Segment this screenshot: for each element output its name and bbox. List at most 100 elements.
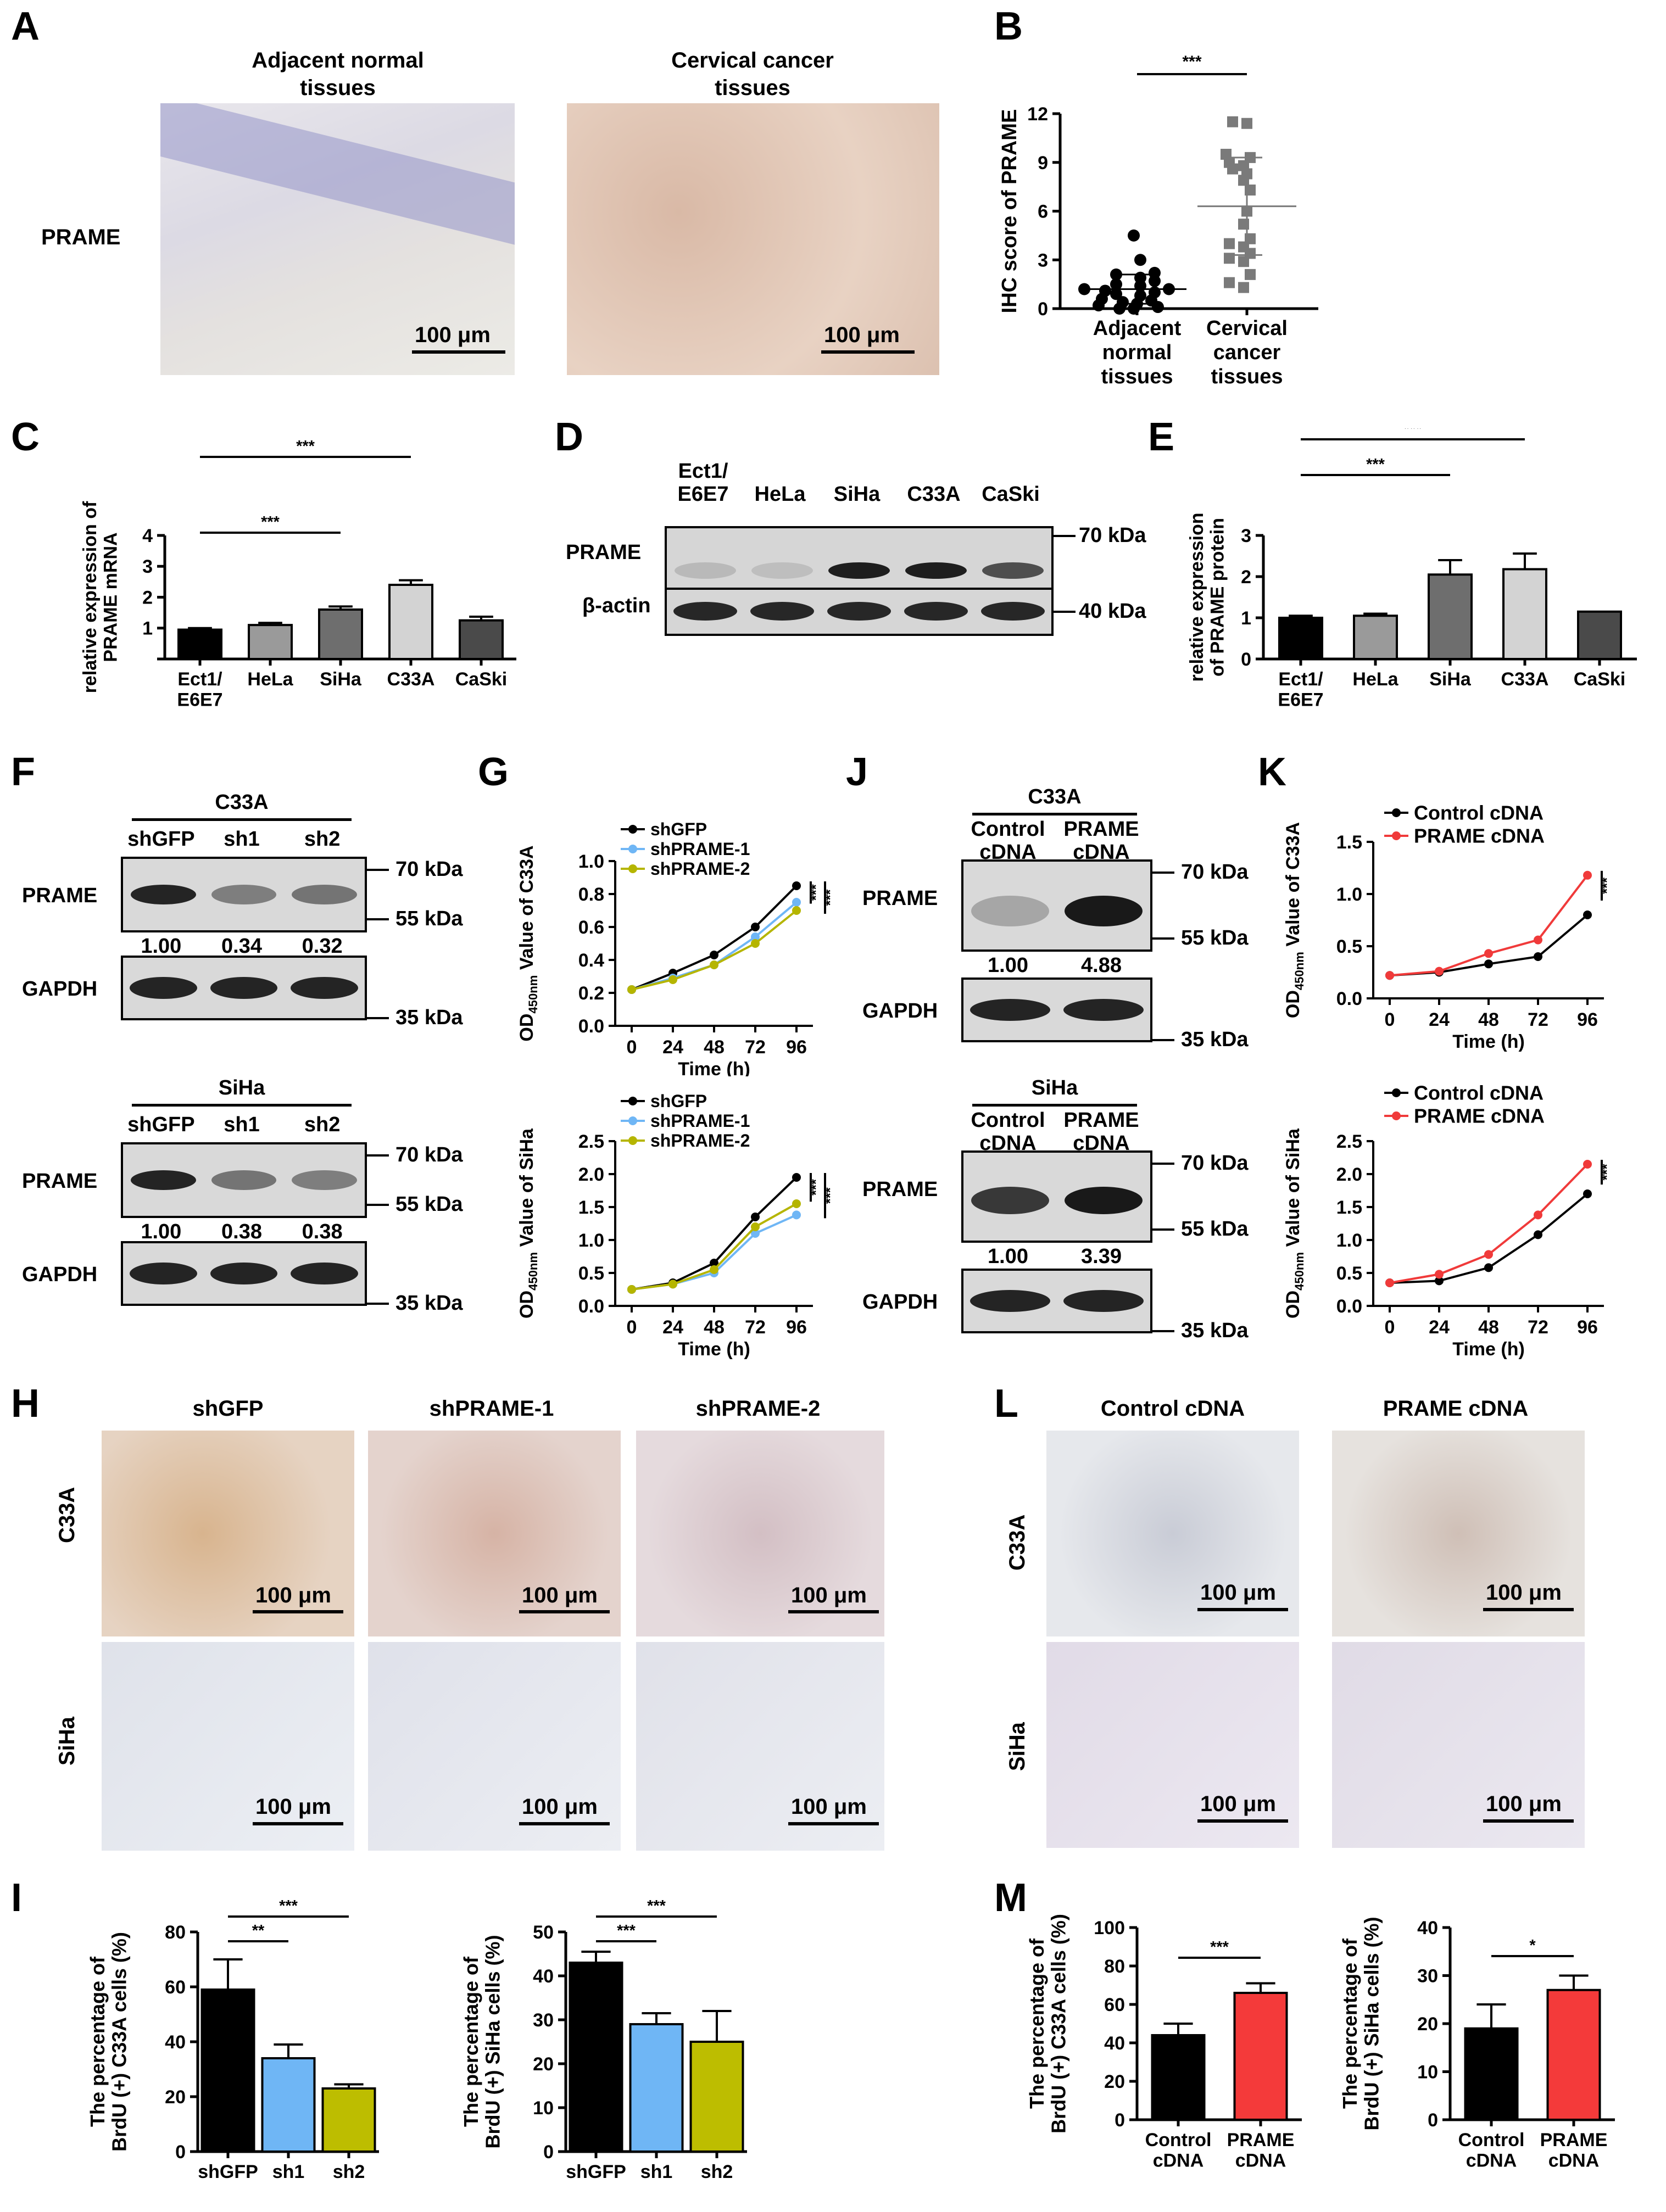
chart-g-c33a-line: OD450nm Value of C33A 0.0 0.2 0.4 0.6 0.8 1.0 0… [516,819,838,1076]
x-tick-label: Cervical cancer tissues [1206,317,1288,388]
data-point [1245,269,1256,280]
bar [1151,2034,1206,2121]
y-tick-label: 0.5 [578,1263,604,1284]
panel-h-col-title: shPRAME-2 [695,1397,821,1421]
protein-label: GAPDH [22,977,98,1001]
panel-label-m: M [994,1876,1027,1920]
legend-label: shPRAME-1 [650,1111,750,1131]
x-tick-label: Ect1/E6E7 [177,669,222,710]
legend-label: Control cDNA [1414,802,1544,824]
y-tick-label: 1.0 [578,851,604,872]
y-tick-label: 20 [533,2054,554,2075]
x-tick-label: 96 [786,1037,807,1058]
x-tick-label: sh1 [272,2161,305,2182]
scale-bar [788,1822,879,1825]
blot-band [291,977,358,999]
blot-band [292,1170,357,1190]
data-point [751,923,760,931]
y-tick-label: 2.5 [578,1131,604,1152]
chart-m-c33a-bar: The percentage ofBrdU (+) C33A cells (%)… [1026,1914,1302,2171]
scale-bar [1197,1819,1288,1823]
kda-marker-tick [1150,1163,1174,1165]
data-point [1435,1270,1444,1279]
y-tick-label: 0 [1428,2110,1438,2131]
blot-membrane-prame [665,526,1054,591]
y-axis-label: OD450nm Value of SiHa [1283,1128,1306,1319]
legend-label: shGFP [650,1091,707,1111]
cell-line-bracket [972,1104,1137,1107]
legend-label: shPRAME-1 [650,839,750,859]
data-point [792,1210,801,1220]
blot-membrane-prame [121,1142,367,1218]
bar [1464,2027,1519,2121]
kda-marker-tick [1150,1039,1174,1041]
data-point [751,1222,760,1231]
y-tick-label: 1.5 [1336,832,1362,853]
scale-bar [253,1610,343,1613]
data-point [792,906,801,915]
data-point [1484,949,1493,958]
kda-marker-tick [1150,937,1174,940]
x-axis-label: Time (h) [1452,1031,1525,1052]
kda-label: 70 kDa [1181,861,1249,884]
y-tick-label: 60 [1104,1995,1125,2015]
scale-bar [519,1822,610,1825]
kda-label: 55 kDa [395,907,463,930]
y-tick-label: 20 [1104,2071,1125,2092]
y-tick-label: 9 [1038,153,1048,174]
data-point [792,898,801,907]
lane-label: Control cDNA [971,818,1045,864]
data-point [1128,229,1140,242]
panel-a-title-normal: Adjacent normal tissues [252,48,424,100]
y-tick-label: 2 [1241,567,1251,588]
kda-marker-tick [1150,872,1174,874]
kda-marker-tick [365,1204,389,1206]
y-tick-label: 6 [1038,202,1048,222]
legend-marker [1392,831,1401,840]
significance-label: *** [809,1179,824,1196]
western-blot-f-siha: SiHa shGFP sh1 sh2 PRAME GAPDH 1.00 0.38 0.38 70 … [22,1076,494,1362]
bar [321,2087,376,2153]
data-point [1134,271,1146,284]
y-tick-label: 1.5 [1336,1197,1362,1218]
protein-label: PRAME [566,541,642,564]
micrograph-a-cancer [567,103,939,375]
blot-membrane-gapdh [961,977,1152,1042]
significance-label: *** [1366,456,1385,473]
x-tick-label: 24 [1429,1317,1450,1338]
data-point [1241,205,1252,217]
cell-line-label: SiHa [1031,1076,1078,1099]
micrograph-h-siha-shgfp [102,1642,354,1851]
scale-label: 100 μm [255,1583,331,1607]
scale-bar [821,350,915,354]
blot-band [828,562,890,579]
panel-label-i: I [11,1876,23,1920]
y-axis-label: The percentage ofBrdU (+) C33A cells (%) [86,1932,131,2152]
legend-marker [628,1136,637,1145]
y-tick-label: 40 [1417,1918,1438,1939]
bar [689,2041,744,2153]
bar [1502,568,1547,660]
data-point [792,881,801,890]
panel-label-g: G [478,750,509,794]
legend-label: shPRAME-2 [650,1131,750,1150]
significance-label: *** [261,513,280,531]
data-point [1134,289,1146,302]
data-point [751,939,760,948]
data-point [1163,283,1175,295]
western-blot-j-siha: SiHa Control cDNA PRAME cDNA PRAME GAPDH 1.00… [857,1076,1285,1362]
legend-marker [628,825,637,834]
protein-label: GAPDH [22,1263,98,1286]
y-tick-label: 40 [165,2032,186,2053]
chart-k-c33a-line: OD450nm Value of C33A 0.0 0.5 1.0 1.5 0 24 48 72… [1283,802,1615,1052]
band-ratio: 1.00 [141,1220,182,1243]
scale-label: 100 μm [1486,1792,1562,1816]
y-tick-label: 2.0 [1336,1164,1362,1185]
bar [388,584,433,660]
protein-label: PRAME [22,884,98,907]
y-axis-label: OD450nm Value of C33A [1283,822,1306,1018]
band-ratio: 0.34 [221,935,262,958]
y-tick-label: 0.4 [578,950,604,971]
scale-label: 100 μm [791,1795,867,1819]
y-tick-label: 0.8 [578,884,604,905]
